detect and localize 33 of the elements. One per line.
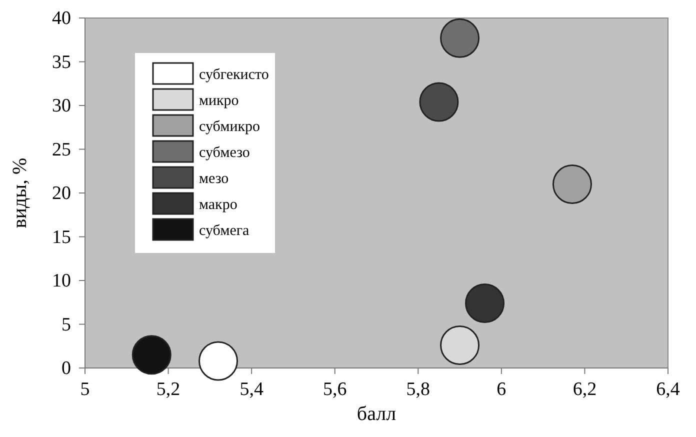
y-tick-label: 15 <box>52 226 71 248</box>
x-tick-label: 5,2 <box>156 379 180 400</box>
legend-label: микро <box>199 93 239 109</box>
y-tick-label: 25 <box>52 139 71 160</box>
legend-label: субгекисто <box>199 67 269 83</box>
point <box>419 82 459 122</box>
x-tick-label: 5,4 <box>240 379 264 400</box>
x-tick-label: 6,4 <box>656 379 680 400</box>
x-tick-label: 6 <box>496 379 506 400</box>
legend-label: мезо <box>199 171 229 187</box>
y-tick-label: 0 <box>62 358 71 379</box>
y-tick-label: 5 <box>62 314 71 336</box>
y-tick-label: 35 <box>52 52 71 73</box>
y-tick-label: 20 <box>52 183 71 204</box>
legend-label: макро <box>199 197 238 213</box>
legend-label: субмикро <box>199 119 260 135</box>
x-tick-label: 6,2 <box>572 379 597 400</box>
x-tick-label: 5,8 <box>406 379 430 400</box>
point <box>440 326 480 365</box>
x-tick-label: 5,6 <box>322 379 347 400</box>
point <box>440 18 480 58</box>
x-axis-title: балл <box>356 403 396 425</box>
y-tick-label: 30 <box>52 96 71 116</box>
y-tick-label: 40 <box>52 8 71 29</box>
point <box>552 164 592 204</box>
y-tick-label: 10 <box>52 270 71 292</box>
y-axis-title: виды, % <box>9 158 31 228</box>
x-tick-label: 5 <box>80 379 90 400</box>
point <box>198 341 238 381</box>
point <box>465 284 505 323</box>
point <box>132 335 172 375</box>
legend-label: субмега <box>199 223 250 239</box>
legend-label: субмезо <box>199 145 250 161</box>
